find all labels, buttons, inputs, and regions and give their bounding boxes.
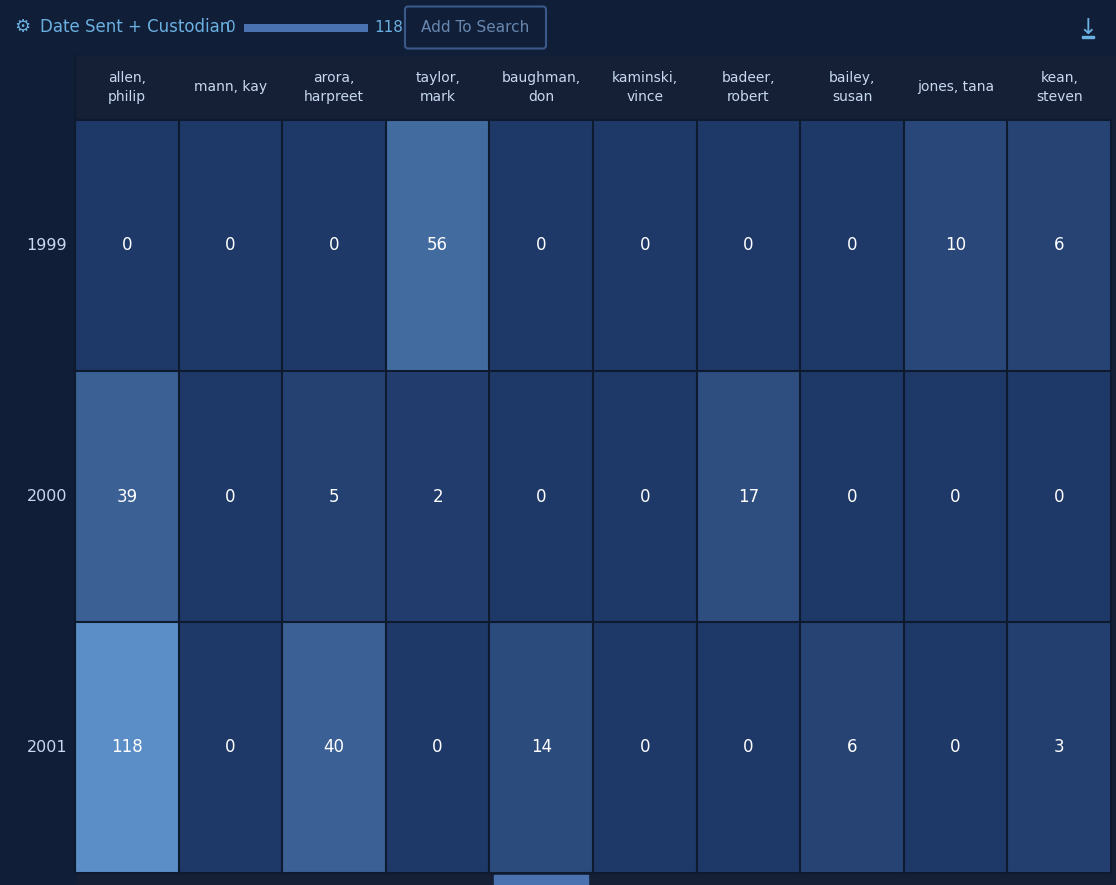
Bar [905,623,1007,872]
Text: 0: 0 [536,236,547,255]
Bar [905,372,1007,621]
Text: 0: 0 [225,236,235,255]
Bar [180,372,281,621]
Bar [490,121,591,370]
Text: Date Sent + Custodian: Date Sent + Custodian [40,19,230,36]
Text: badeer,
robert: badeer, robert [722,71,776,104]
Bar [490,623,591,872]
Text: 56: 56 [427,236,449,255]
Bar [698,372,799,621]
Bar [594,372,695,621]
Text: 0: 0 [536,488,547,505]
Text: 0: 0 [639,738,650,757]
Text: 0: 0 [432,738,443,757]
Text: 5: 5 [329,488,339,505]
Text: Add To Search: Add To Search [422,20,530,35]
Text: 0: 0 [329,236,339,255]
Bar [387,372,489,621]
Bar [698,121,799,370]
Bar [594,623,695,872]
Bar [0,0,1116,55]
Bar [905,121,1007,370]
Bar [180,623,281,872]
Text: 6: 6 [1054,236,1065,255]
Text: 0: 0 [227,20,235,35]
Text: 0: 0 [1054,488,1065,505]
Text: bailey,
susan: bailey, susan [829,71,875,104]
Text: baughman,
don: baughman, don [501,71,580,104]
Bar [801,121,903,370]
Text: 2: 2 [432,488,443,505]
Bar [1083,35,1094,37]
Bar [0,55,75,885]
Bar [76,372,177,621]
Text: 118: 118 [374,20,403,35]
Bar [1009,623,1110,872]
Bar [494,875,588,885]
Bar [283,372,385,621]
Text: 17: 17 [738,488,759,505]
Text: 0: 0 [743,738,753,757]
Text: 3: 3 [1054,738,1065,757]
Text: 0: 0 [122,236,132,255]
Text: ↓: ↓ [1079,18,1097,37]
Text: 118: 118 [110,738,143,757]
Text: 0: 0 [847,488,857,505]
Text: taylor,
mark: taylor, mark [415,71,460,104]
Text: 0: 0 [639,488,650,505]
Bar [801,372,903,621]
Text: 0: 0 [847,236,857,255]
Text: 1999: 1999 [27,238,67,253]
Bar [387,623,489,872]
Text: jones, tana: jones, tana [917,81,994,95]
Bar [283,121,385,370]
Text: kean,
steven: kean, steven [1036,71,1083,104]
Bar [490,372,591,621]
Text: 39: 39 [116,488,137,505]
Text: allen,
philip: allen, philip [108,71,146,104]
Text: 2000: 2000 [27,489,67,504]
Bar [1009,372,1110,621]
Bar [387,121,489,370]
Text: 0: 0 [225,488,235,505]
Text: 6: 6 [847,738,857,757]
Text: 0: 0 [951,488,961,505]
Text: arora,
harpreet: arora, harpreet [304,71,364,104]
Text: mann, kay: mann, kay [194,81,267,95]
Text: 2001: 2001 [27,740,67,755]
Text: 0: 0 [225,738,235,757]
Text: 0: 0 [639,236,650,255]
Bar [244,24,368,32]
Text: kaminski,
vince: kaminski, vince [612,71,677,104]
Bar [801,623,903,872]
Bar [1009,121,1110,370]
FancyBboxPatch shape [405,6,546,49]
Bar [180,121,281,370]
Text: 10: 10 [945,236,966,255]
Bar [76,121,177,370]
Text: 0: 0 [951,738,961,757]
Text: 14: 14 [530,738,551,757]
Text: ⚙: ⚙ [13,19,30,36]
Text: 40: 40 [324,738,345,757]
Bar [283,623,385,872]
Bar [594,121,695,370]
Bar [698,623,799,872]
Text: 0: 0 [743,236,753,255]
Bar [76,623,177,872]
